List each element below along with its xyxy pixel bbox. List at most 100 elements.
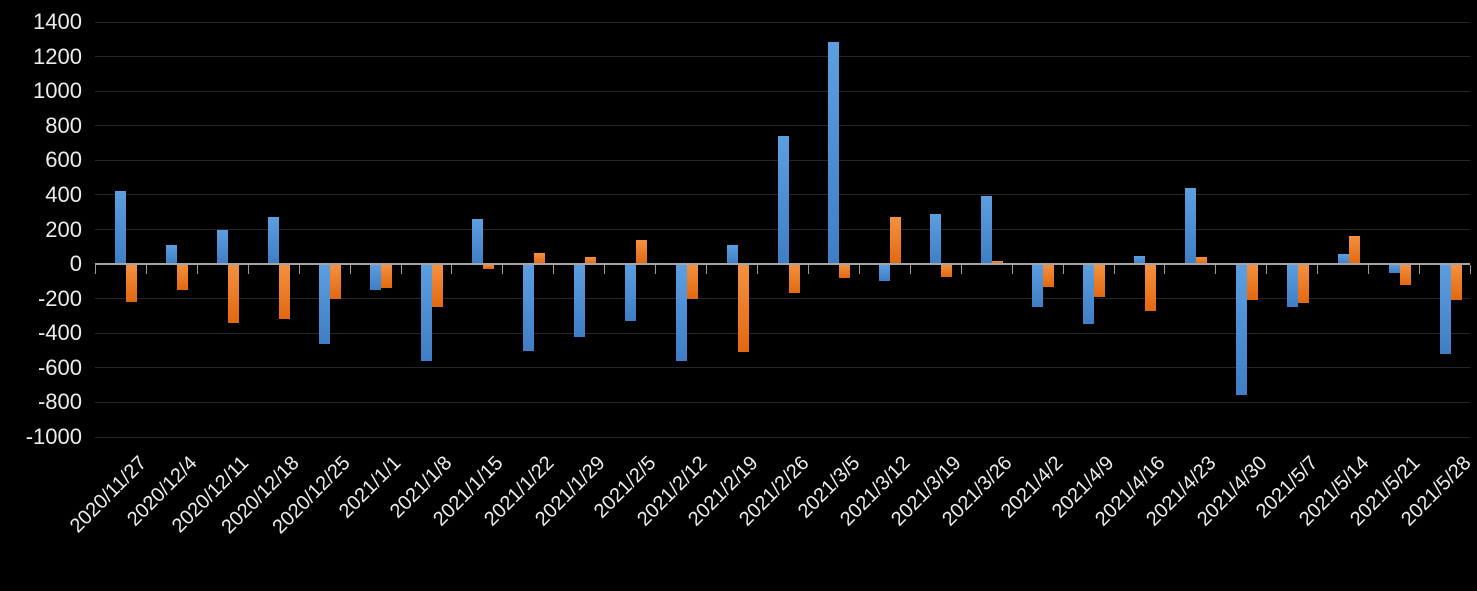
bar-blue-series-2020/11/27 (115, 191, 127, 265)
bar-orange-series-2021/1/29 (584, 257, 596, 265)
bar-orange-series-2021/1/15 (482, 264, 494, 270)
bar-blue-series-2020/12/18 (268, 217, 280, 265)
x-axis-tick (1368, 265, 1370, 275)
bar-blue-series-2021/4/23 (1184, 188, 1196, 265)
gridline (95, 332, 1470, 334)
bar-orange-series-2021/5/21 (1399, 264, 1411, 285)
x-axis-tick (400, 265, 402, 275)
y-axis-label: -400 (37, 320, 82, 346)
bar-blue-series-2021/4/2 (1032, 264, 1044, 308)
bar-orange-series-2021/4/23 (1195, 257, 1207, 265)
bar-blue-series-2021/5/28 (1439, 264, 1451, 354)
bar-blue-series-2021/1/1 (370, 264, 382, 291)
x-axis-tick (1062, 265, 1064, 275)
x-axis-tick (757, 265, 759, 275)
bar-orange-series-2021/4/16 (1144, 264, 1156, 311)
y-axis-label: 0 (69, 251, 82, 277)
bar-blue-series-2021/5/7 (1286, 264, 1298, 308)
bar-orange-series-2021/5/7 (1297, 264, 1309, 303)
bar-orange-series-2021/5/28 (1450, 264, 1462, 301)
x-axis-tick (1470, 265, 1471, 275)
x-axis-tick (1011, 265, 1013, 275)
x-axis-tick (1317, 265, 1319, 275)
bar-blue-series-2021/4/9 (1083, 264, 1095, 324)
gridline (95, 21, 1470, 23)
y-axis-label: 400 (45, 181, 82, 207)
bar-orange-series-2021/1/1 (381, 264, 393, 289)
bar-blue-series-2021/2/19 (726, 245, 738, 265)
x-axis-tick (706, 265, 708, 275)
y-axis-label: 600 (45, 147, 82, 173)
bar-orange-series-2021/5/14 (1348, 236, 1360, 265)
x-axis-tick (909, 265, 911, 275)
x-axis-tick (298, 265, 300, 275)
bar-orange-series-2020/12/18 (279, 264, 291, 319)
x-axis-tick (1215, 265, 1217, 275)
bar-orange-series-2021/2/26 (788, 264, 800, 294)
bar-blue-series-2021/4/16 (1133, 256, 1145, 265)
bar-orange-series-2021/3/19 (941, 264, 953, 278)
y-axis-label: -1000 (25, 424, 82, 449)
bar-orange-series-2021/4/30 (1246, 264, 1258, 301)
gridline (95, 56, 1470, 58)
x-axis-tick (553, 265, 555, 275)
bar-blue-series-2021/1/15 (471, 219, 483, 265)
x-axis-tick (655, 265, 657, 275)
bar-orange-series-2021/4/2 (1043, 264, 1055, 287)
x-axis-tick (451, 265, 453, 275)
bar-blue-series-2021/3/26 (981, 195, 993, 265)
x-axis-tick (807, 265, 809, 275)
bar-blue-series-2021/5/21 (1388, 264, 1400, 273)
bar-orange-series-2021/1/8 (432, 264, 444, 308)
bar-blue-series-2020/12/25 (319, 264, 331, 344)
bar-orange-series-2021/3/5 (839, 264, 851, 278)
bar-orange-series-2021/2/12 (686, 264, 698, 299)
bar-orange-series-2021/1/22 (533, 252, 545, 265)
bar-orange-series-2020/12/4 (177, 264, 189, 291)
x-axis-tick (349, 265, 351, 275)
x-axis-tick (145, 265, 147, 275)
bar-orange-series-2020/12/11 (228, 264, 240, 323)
x-axis-tick (1113, 265, 1115, 275)
gridline (95, 125, 1470, 127)
bar-orange-series-2021/2/19 (737, 264, 749, 353)
x-axis-tick (95, 265, 96, 275)
x-axis-tick (858, 265, 860, 275)
bar-blue-series-2021/2/5 (624, 264, 636, 322)
x-axis-tick (1419, 265, 1421, 275)
bar-blue-series-2021/3/12 (879, 264, 891, 281)
bar-orange-series-2021/2/5 (635, 239, 647, 265)
bar-orange-series-2021/3/12 (890, 217, 902, 265)
gridline (95, 90, 1470, 92)
bar-blue-series-2021/3/19 (930, 213, 942, 265)
x-axis-tick (604, 265, 606, 275)
gridline (95, 298, 1470, 300)
x-axis-tick (1164, 265, 1166, 275)
y-axis-label: -600 (37, 354, 82, 380)
bar-orange-series-2021/3/26 (992, 261, 1004, 265)
bar-blue-series-2021/2/12 (675, 264, 687, 361)
bar-orange-series-2020/11/27 (126, 264, 138, 303)
x-axis-tick (502, 265, 504, 275)
bar-blue-series-2021/2/26 (777, 136, 789, 265)
bar-blue-series-2021/1/22 (522, 264, 534, 351)
bar-orange-series-2021/4/9 (1094, 264, 1106, 297)
gridline (95, 401, 1470, 403)
y-axis-label: 800 (45, 112, 82, 138)
x-axis-tick (960, 265, 962, 275)
x-axis-line (95, 263, 1470, 266)
bar-blue-series-2021/1/8 (421, 264, 433, 361)
bar-blue-series-2021/3/5 (828, 41, 840, 265)
y-axis-label: 1400 (33, 9, 82, 34)
bar-blue-series-2020/12/4 (166, 245, 178, 265)
gridline (95, 436, 1470, 438)
bar-blue-series-2021/4/30 (1235, 264, 1247, 396)
y-axis-label: 1200 (33, 43, 82, 69)
y-axis-label: -200 (37, 285, 82, 311)
bar-orange-series-2020/12/25 (330, 264, 342, 299)
x-axis-tick (247, 265, 249, 275)
y-axis-label: 200 (45, 216, 82, 242)
x-axis-tick (196, 265, 198, 275)
x-axis-tick (1266, 265, 1268, 275)
